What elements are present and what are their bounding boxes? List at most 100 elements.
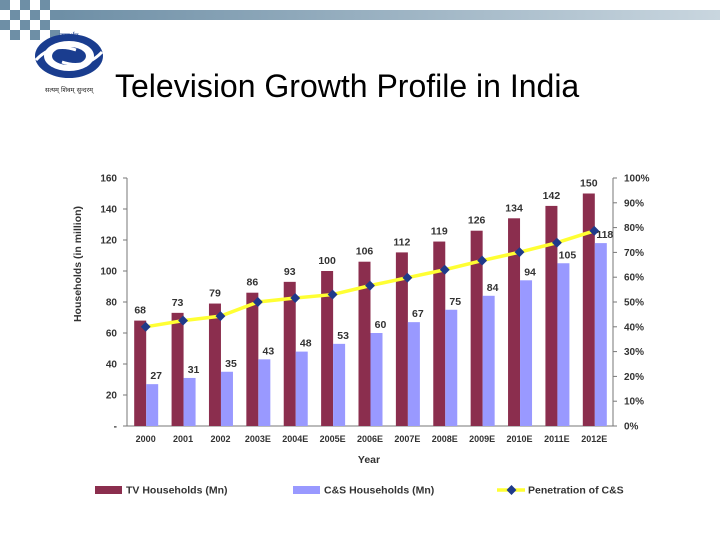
data-label-cs: 48 — [300, 338, 312, 350]
x-tick-label: 2003E — [245, 434, 271, 444]
data-label-tv: 86 — [247, 277, 259, 289]
penetration-marker — [402, 272, 413, 283]
data-label-tv: 93 — [284, 266, 296, 278]
data-label-tv: 79 — [209, 288, 221, 300]
bar-cs-households — [445, 309, 458, 426]
header-checker-cell — [20, 0, 30, 10]
data-label-cs: 105 — [559, 249, 577, 261]
logo-wordmark: दूरदर्शन — [60, 31, 79, 41]
bar-tv-households — [395, 252, 408, 426]
bar-tv-households — [358, 261, 371, 426]
penetration-marker — [215, 311, 226, 322]
penetration-marker — [514, 247, 525, 258]
x-tick-label: 2009E — [469, 434, 495, 444]
doordarshan-logo: दूरदर्शन सत्यम् शिवम् सुन्दरम् — [34, 31, 104, 94]
legend: TV Households (Mn) C&S Households (Mn) Pen… — [95, 485, 624, 497]
penetration-line — [140, 225, 600, 332]
right-tick-label: 0% — [624, 422, 639, 433]
bar-tv-households — [545, 205, 558, 426]
bar-tv-households — [208, 303, 221, 426]
bar-tv-households — [246, 292, 259, 426]
penetration-marker — [589, 225, 600, 236]
penetration-marker — [178, 315, 189, 326]
x-tick-label: 2004E — [282, 434, 308, 444]
x-tick-label: 2008E — [432, 434, 458, 444]
header-checker-cell — [40, 0, 50, 10]
data-label-cs: 75 — [449, 296, 461, 308]
x-tick-label: 2011E — [544, 434, 570, 444]
x-tick-label: 2012E — [581, 434, 607, 444]
bar-cs-households — [146, 384, 159, 426]
legend-swatch-tv — [95, 486, 122, 494]
legend-label-tv: TV Households (Mn) — [126, 485, 228, 497]
right-tick-label: 90% — [624, 198, 644, 209]
data-label-tv: 142 — [543, 190, 561, 202]
bar-cs-households — [220, 371, 233, 426]
y-axis-title: Households (in million) — [72, 206, 84, 322]
bar-cs-households — [295, 351, 308, 426]
x-tick-label: 2000 — [136, 434, 156, 444]
bar-cs-households — [407, 322, 420, 426]
bar-cs-households — [333, 343, 346, 426]
bar-cs-households — [594, 243, 607, 426]
x-tick-label: 2005E — [320, 434, 346, 444]
left-tick-label: 100 — [100, 267, 117, 278]
data-label-cs: 67 — [412, 308, 424, 320]
x-axis-title: Year — [358, 454, 380, 466]
bar-tv-households — [582, 193, 595, 426]
right-axis: 0% 10% 20% 30% 40% 50% 60% 70% 80% 90% 100% — [612, 174, 650, 433]
left-tick-label: 20 — [106, 391, 118, 402]
bars — [134, 193, 607, 426]
data-label-tv: 106 — [356, 246, 374, 258]
tv-growth-chart: - 20 40 60 80 100 120 140 160 0% 10% 20% 30% 40% 50% 6… — [72, 174, 650, 497]
left-tick-label: 160 — [100, 174, 117, 185]
left-axis: - 20 40 60 80 100 120 140 160 — [100, 174, 128, 433]
penetration-marker — [290, 293, 301, 303]
header-checker-cell — [30, 30, 40, 40]
x-tick-label: 2002 — [210, 434, 230, 444]
header-checker-cell — [40, 20, 50, 30]
header-checker-cell — [10, 10, 20, 20]
right-tick-label: 20% — [624, 372, 644, 383]
data-label-cs: 118 — [596, 229, 613, 241]
header-checker-cell — [30, 10, 40, 20]
header-checker-cell — [0, 0, 10, 10]
bar-tv-households — [283, 281, 296, 426]
data-label-tv: 100 — [318, 255, 336, 267]
bar-cs-households — [557, 263, 570, 426]
data-label-cs: 27 — [150, 370, 162, 382]
bar-tv-households — [433, 241, 446, 426]
header-band-strip — [60, 10, 720, 20]
data-label-tv: 119 — [431, 226, 448, 238]
bar-cs-households — [482, 295, 495, 426]
right-tick-label: 30% — [624, 347, 644, 358]
penetration-marker — [551, 237, 562, 248]
right-tick-label: 40% — [624, 322, 644, 333]
left-tick-label: 80 — [106, 298, 118, 309]
data-label-cs: 94 — [524, 266, 536, 278]
right-tick-label: 60% — [624, 273, 644, 284]
bar-cs-households — [520, 280, 533, 426]
data-label-cs: 60 — [375, 319, 387, 331]
data-labels: 68 27 73 31 79 35 86 43 93 48 100 53 106 60 112 67 119 75… — [134, 178, 613, 383]
data-label-cs: 84 — [487, 282, 499, 294]
data-label-tv: 134 — [505, 202, 523, 214]
left-tick-label: 40 — [106, 360, 118, 371]
legend-label-penetration: Penetration of C&S — [528, 485, 624, 497]
header-checker-cell — [10, 30, 20, 40]
right-tick-label: 100% — [624, 174, 650, 185]
bar-tv-households — [470, 230, 483, 426]
right-tick-label: 50% — [624, 298, 644, 309]
penetration-marker — [140, 321, 151, 332]
data-label-cs: 43 — [263, 345, 275, 357]
slide-title: Television Growth Profile in India — [115, 68, 580, 104]
x-tick-label: 2001 — [173, 434, 193, 444]
bar-tv-households — [134, 320, 147, 426]
penetration-marker — [365, 280, 375, 291]
data-label-tv: 150 — [580, 178, 598, 190]
data-label-tv: 73 — [172, 297, 184, 309]
header-checker-cell — [50, 30, 60, 40]
legend-swatch-cs — [293, 486, 320, 494]
header-checker-cell — [20, 20, 30, 30]
bar-tv-households — [321, 271, 334, 426]
